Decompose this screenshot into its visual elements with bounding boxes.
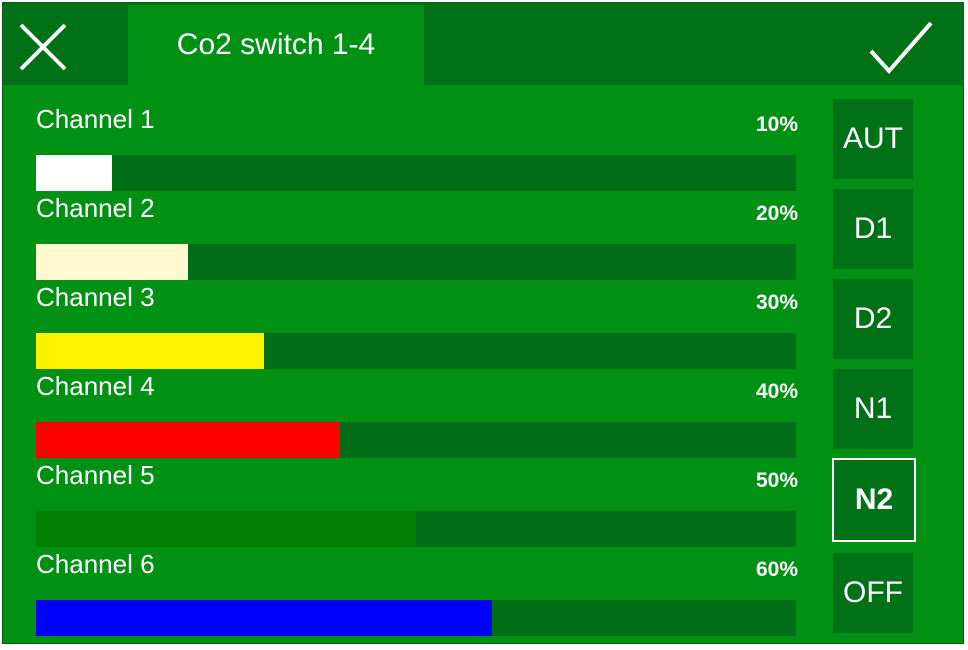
tab-title: Co2 switch 1-4 xyxy=(176,28,376,61)
channel-percent: 10% xyxy=(755,113,798,136)
mode-button-d2[interactable]: D2 xyxy=(833,279,913,359)
channel-row: Channel 1 10% xyxy=(36,102,798,191)
channel-percent: 60% xyxy=(755,558,798,581)
channel-percent: 50% xyxy=(755,469,798,492)
channel-level-fill xyxy=(36,155,112,191)
channel-row: Channel 2 20% xyxy=(36,191,798,280)
top-bar: Co2 switch 1-4 xyxy=(3,3,963,85)
channel-slider[interactable] xyxy=(36,600,796,636)
channel-label: Channel 3 xyxy=(36,282,155,312)
channel-row: Channel 5 50% xyxy=(36,458,798,547)
mode-button-n2[interactable]: N2 xyxy=(832,458,916,542)
mode-button-aut[interactable]: AUT xyxy=(833,99,913,179)
channel-label: Channel 6 xyxy=(36,549,155,579)
channel-list: Channel 1 10% Channel 2 20% Channel 3 30… xyxy=(3,85,803,645)
channel-label: Channel 5 xyxy=(36,460,155,490)
mode-selector: AUT D1 D2 N1 N2 OFF xyxy=(832,99,917,639)
channel-row: Channel 6 60% xyxy=(36,547,798,636)
close-icon xyxy=(19,23,67,71)
channel-percent: 30% xyxy=(755,291,798,314)
channel-label: Channel 4 xyxy=(36,371,155,401)
channel-label: Channel 2 xyxy=(36,193,155,223)
confirm-button[interactable] xyxy=(865,17,937,77)
channel-slider[interactable] xyxy=(36,422,796,458)
mode-button-d1[interactable]: D1 xyxy=(833,189,913,269)
channel-level-fill xyxy=(36,511,416,547)
channel-slider[interactable] xyxy=(36,333,796,369)
channel-label: Channel 1 xyxy=(36,104,155,134)
channel-level-fill xyxy=(36,600,492,636)
checkmark-icon xyxy=(869,21,933,75)
tab-co2-switch[interactable]: Co2 switch 1-4 xyxy=(128,5,424,85)
channel-row: Channel 3 30% xyxy=(36,280,798,369)
channel-percent: 20% xyxy=(755,202,798,225)
mode-button-n1[interactable]: N1 xyxy=(833,369,913,449)
channel-level-fill xyxy=(36,422,340,458)
channel-slider[interactable] xyxy=(36,155,796,191)
channel-slider[interactable] xyxy=(36,244,796,280)
channel-row: Channel 4 40% xyxy=(36,369,798,458)
channel-slider[interactable] xyxy=(36,511,796,547)
channel-percent: 40% xyxy=(755,380,798,403)
channel-level-fill xyxy=(36,333,264,369)
close-button[interactable] xyxy=(15,19,71,75)
channel-level-fill xyxy=(36,244,188,280)
mode-button-off[interactable]: OFF xyxy=(833,553,913,633)
